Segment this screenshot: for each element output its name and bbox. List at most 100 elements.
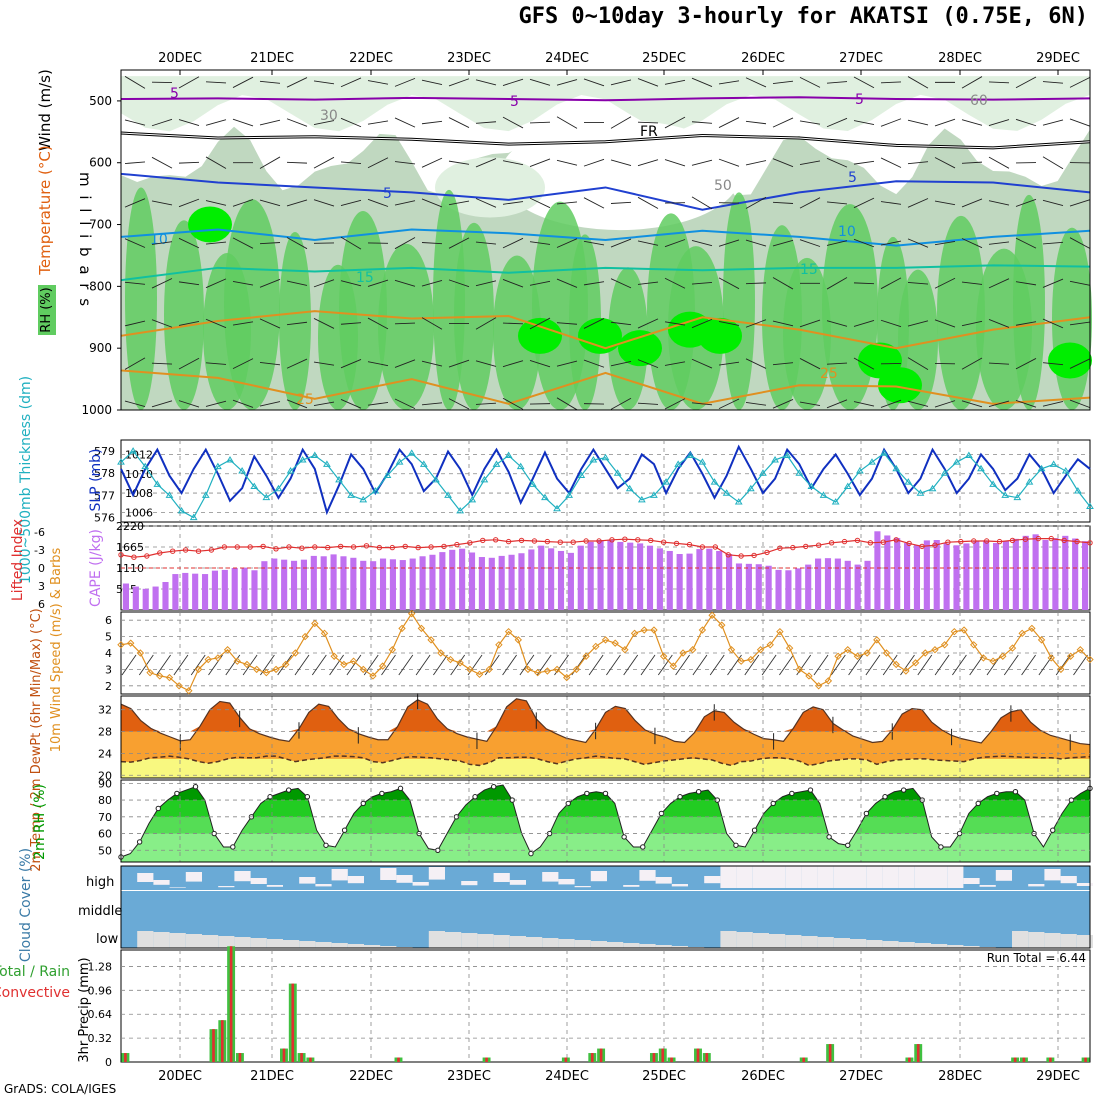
wind-barb [259,401,281,407]
wind-barb [637,318,659,329]
cloud-low-gap [445,932,462,948]
cloud-low-gap [477,934,494,948]
wind-barb [610,321,632,326]
contour-5 [120,96,1091,102]
lifted-index-point [673,540,680,547]
wind-speed-point [340,660,348,669]
wind-barb [475,241,497,245]
thickness-point [831,498,840,505]
thickness-point [238,467,247,474]
wind-barb [799,120,821,125]
cloud-high-gap [995,870,1012,881]
wind-barb [745,120,767,125]
wind-speed-point [853,652,862,660]
wind-barb [691,121,713,124]
bottom-date-label: 24DEC [545,1069,589,1084]
temp-band [121,753,1090,759]
thickness-point [226,455,234,463]
wind-barb [1021,654,1036,676]
precip-convective-bar [1013,1057,1017,1062]
contour-20 [120,310,1091,350]
wind-barb [718,361,740,366]
cloud-high-gap [963,878,980,884]
wind-barb [745,282,767,285]
wind-barb [772,158,794,168]
thickness-point [444,491,452,498]
cape-bar [310,555,317,610]
wind-speed-point [204,655,212,664]
wind-barb [853,357,875,370]
contour-label: 25 [296,392,314,408]
cloud-low-gap [153,932,170,948]
wind-barb [173,654,189,676]
thickness-point [771,455,779,463]
rh-point [789,790,795,797]
wind-speed-point [805,672,813,680]
wind-barb [745,196,767,209]
rh-point [695,789,702,795]
wind-barb [178,76,200,89]
cloud-high-gap [266,885,283,887]
wind-speed-point [689,646,697,654]
cloud-high-gap [542,872,559,882]
cape-bar [765,565,772,610]
contour-fr-inner [120,132,1091,149]
cloud-low-gap [607,942,624,948]
thickness-point [504,451,513,459]
contour-label: 50 [714,178,732,194]
cloud-level-high: high [86,875,114,890]
wind-barb [448,398,470,410]
wind-barb [286,321,308,326]
cloud-low-gap [493,935,510,948]
wind-speed-point [708,611,716,619]
cape-bar [360,560,367,610]
wind-barb [772,320,794,327]
wind-barb [529,197,551,209]
wind-speed-point [863,649,871,657]
wind-barb [1069,76,1091,88]
wind-barb [637,281,659,285]
wind-speed-point [185,687,193,695]
thickness-point [1037,464,1046,472]
wind-barb [799,358,821,370]
wind-barb [394,279,416,287]
wind-barb [394,237,416,250]
lifted-index-point [169,548,176,554]
wind-barb [556,397,578,411]
wind-barb [232,321,254,326]
cape-bar [1022,535,1029,610]
wind-speed-point [456,659,464,667]
wind-barb [340,77,362,88]
cloud-high-gap [736,866,753,888]
thickness-point [674,460,683,467]
wind-barb [502,160,524,166]
wind-barb [772,399,794,409]
wind-barb [367,120,389,125]
wind-barb [830,654,846,676]
cape-bar [488,557,495,610]
lifted-index-tick: 0 [38,562,45,575]
wind-axis-label: 10m Wind Speed (m/s) & Barbs [49,547,64,752]
rh-point [584,790,590,797]
rh-plume [493,255,541,410]
wind-barb [961,320,983,327]
wind-speed-point [698,626,707,634]
wind-barb [988,278,1010,289]
cloud-low-gap [380,946,397,948]
wind-barb [709,654,725,676]
wind-barb [205,278,227,289]
wind-barb [1042,81,1064,84]
wind-barb [1015,399,1037,408]
wind-barb [415,654,431,676]
wind-barb [340,117,362,128]
precip-tick: 0.32 [88,1032,113,1045]
wind-barb [205,318,227,329]
wind-tick: 5 [105,631,112,644]
thickness-point [262,493,271,501]
wind-barb [583,318,605,329]
precip-convective-bar [282,1048,286,1062]
rh-core [578,317,622,354]
wind-barb [952,654,967,676]
rh-point [751,827,758,833]
lifted-index-point [958,538,964,545]
